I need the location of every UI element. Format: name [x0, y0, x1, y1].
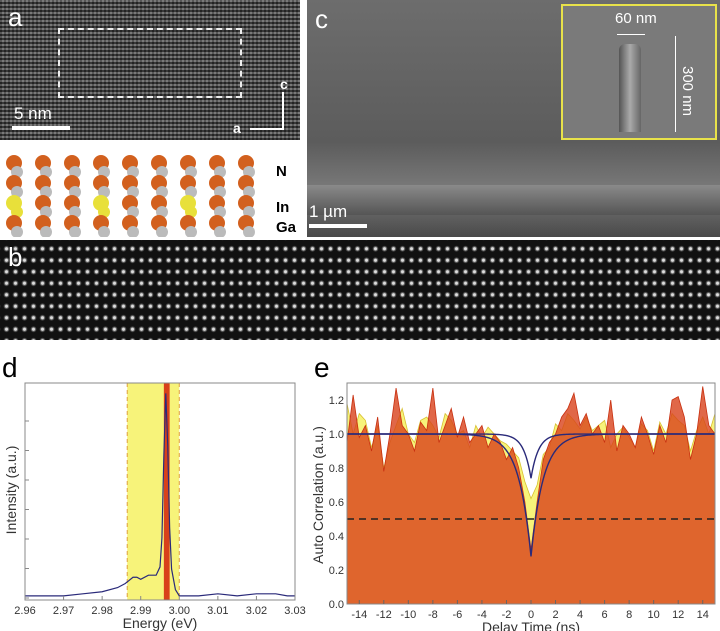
panel-c-sem-image: c 1 µm 60 nm 300 nm [307, 0, 720, 237]
x-tick-label: -8 [428, 609, 438, 621]
selection-box [58, 28, 242, 98]
n-atom [243, 226, 255, 237]
n-atom [40, 226, 52, 237]
y-tick-label: 1.2 [329, 395, 344, 407]
panel-label-b: b [8, 242, 23, 272]
a-axis-label: a [233, 120, 241, 136]
c-axis-arrow [282, 92, 284, 130]
scale-bar [309, 224, 367, 228]
x-tick-label: 3.03 [284, 605, 305, 617]
x-tick-label: -2 [502, 609, 512, 621]
n-atom [98, 226, 110, 237]
panel-label-d: d [2, 352, 18, 383]
panel-label-a: a [8, 2, 23, 32]
y-tick-label: 0.2 [329, 565, 344, 577]
x-axis-label: Energy (eV) [123, 615, 198, 631]
width-arrow [617, 34, 645, 35]
chart-d-spectrum: 2.96 2.97 2.98 2.99 3.00 3.01 3.02 3.03 Energy (… [3, 382, 306, 631]
width-label: 60 nm [615, 10, 657, 27]
n-atom [214, 226, 226, 237]
c-axis-label: c [280, 76, 288, 92]
x-tick-label: -10 [400, 609, 416, 621]
x-tick-label: 10 [648, 609, 660, 621]
x-tick-label: 2.96 [14, 605, 35, 617]
chart-e-autocorrelation: -14 -12 -10 -8 -6 -4 -2 0 2 4 6 8 10 12 14 0.0 0.2 0.4 0.6… [310, 382, 716, 631]
x-axis-label: Delay Time (ns) [482, 619, 580, 631]
n-atom [69, 226, 81, 237]
x-tick-label: -12 [376, 609, 392, 621]
x-tick-label: 2.98 [91, 605, 112, 617]
panel-label-e: e [314, 352, 330, 383]
y-tick-label: 1.0 [329, 429, 344, 441]
atom-label-in: In [276, 199, 290, 216]
x-tick-label: 2.99 [130, 605, 151, 617]
atom-label-n: N [276, 163, 287, 180]
x-tick-label: 4 [577, 609, 583, 621]
x-tick-label: 2 [552, 609, 558, 621]
y-tick-label: 0.6 [329, 497, 344, 509]
x-tick-label: 3.01 [207, 605, 228, 617]
height-label: 300 nm [679, 66, 696, 117]
y-tick-label: 0.8 [329, 463, 344, 475]
x-tick-label: 6 [602, 609, 608, 621]
x-tick-label: 3.02 [246, 605, 267, 617]
height-arrow [675, 36, 676, 132]
panel-label-c: c [315, 4, 328, 34]
x-tick-label: 14 [697, 609, 709, 621]
scale-bar-label: 1 µm [309, 202, 348, 221]
x-tick-label: -14 [351, 609, 367, 621]
y-axis-label: Intensity (a.u.) [3, 446, 19, 535]
n-atom [127, 226, 139, 237]
y-axis-label: Auto Correlation (a.u.) [310, 426, 326, 564]
shaded-band-0 [127, 383, 180, 600]
x-tick-label: 8 [626, 609, 632, 621]
x-tick-label: -4 [477, 609, 487, 621]
x-tick-label: 2.97 [53, 605, 74, 617]
spectrum-line [25, 393, 295, 597]
panel-b-haadf-image: b [0, 240, 720, 340]
a-axis-arrow [250, 128, 284, 130]
x-tick-label: 0 [528, 609, 534, 621]
substrate [307, 185, 720, 215]
y-tick-label: 0.0 [329, 599, 344, 611]
fit-curve-1 [347, 433, 715, 479]
scale-bar [12, 126, 70, 130]
panel-a-tem-image: a 5 nm c a [0, 0, 300, 140]
atomic-model [6, 155, 255, 237]
x-tick-label: 3.00 [169, 605, 190, 617]
y-tick-label: 0.4 [329, 531, 344, 543]
x-tick-label: 12 [672, 609, 684, 621]
n-atom [185, 226, 197, 237]
x-tick-label: -6 [453, 609, 463, 621]
n-atom [156, 226, 168, 237]
shaded-band-1 [163, 383, 170, 600]
nanopillar [619, 44, 641, 132]
scale-bar-label: 5 nm [14, 104, 52, 123]
plot-frame [24, 382, 296, 601]
inset-nanopillar: 60 nm 300 nm [561, 4, 717, 140]
atom-label-ga: Ga [276, 219, 297, 236]
n-atom [11, 226, 23, 237]
